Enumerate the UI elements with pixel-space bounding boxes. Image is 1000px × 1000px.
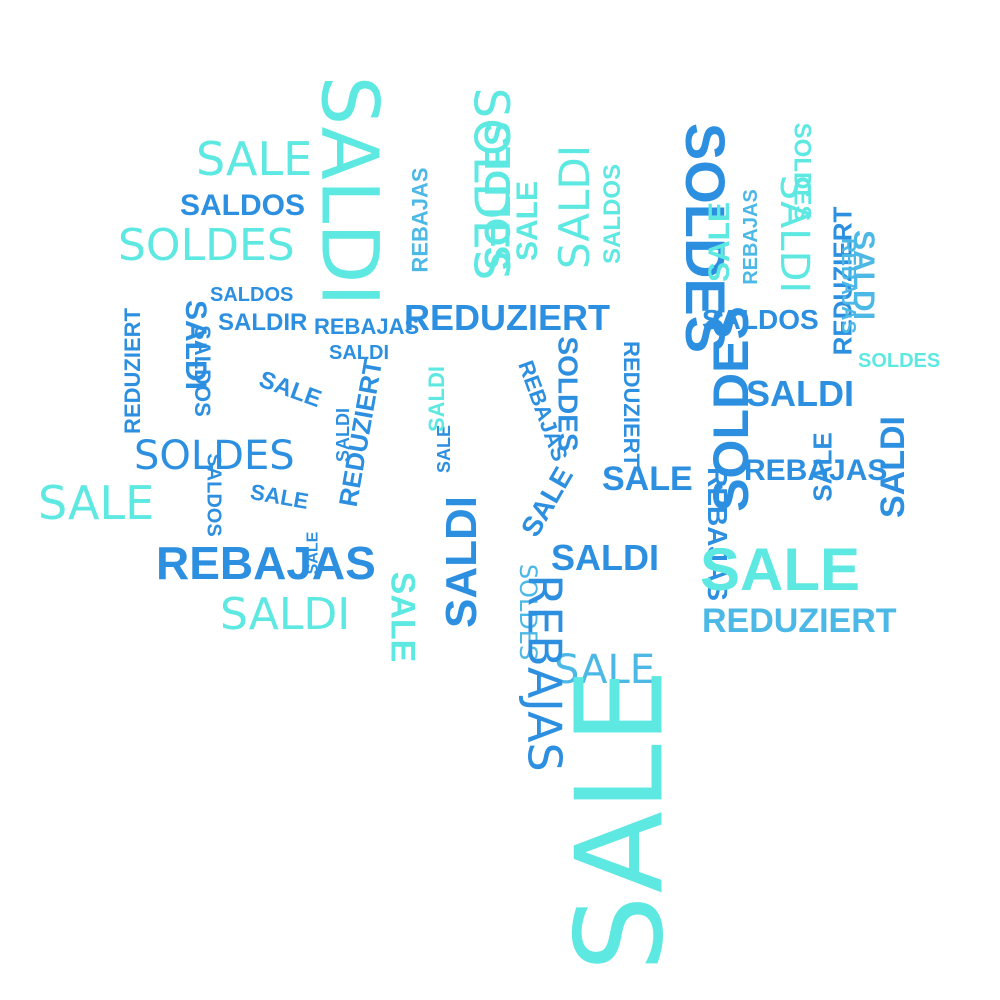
word-reduziert-left-vertical: REDUZIERT xyxy=(119,308,145,434)
word-soldes-left-mid: SOLDES xyxy=(134,433,295,479)
word-saldi-right-vertical: SALDI xyxy=(874,416,912,518)
word-saldi-tiny-center: SALDI xyxy=(424,366,449,432)
word-soldes-left: SOLDES xyxy=(118,220,295,271)
word-soldes-mid-vertical: SOLDES xyxy=(552,336,584,452)
word-rebajas-bottom-vertical: REBAJAS xyxy=(517,574,572,772)
word-sale-top-left: SALE xyxy=(196,132,313,186)
word-sale-mid-right: SALE xyxy=(602,460,693,498)
word-sale-left: SALE xyxy=(38,476,155,530)
word-sale-big-right: SALE xyxy=(700,536,861,603)
word-saldos-vertical-top: SALDOS xyxy=(599,163,627,265)
word-reduziert-center: REDUZIERT xyxy=(404,297,610,338)
word-saldi-tiny-vertical: SALDI xyxy=(333,408,353,462)
word-rebajas-mid: REBAJAS xyxy=(314,314,420,339)
word-rebajas-right: SALDI xyxy=(746,373,854,414)
word-saldi-vertical-top: SALDI xyxy=(550,144,600,270)
word-reduziert-small: SALDOS xyxy=(210,284,294,306)
word-saldi-vertical-center: SALDI xyxy=(437,496,486,628)
word-saldos-right: SALDOS xyxy=(702,304,819,335)
word-reduziert-mid-vertical: REDUZIERT xyxy=(618,341,644,467)
word-soldes-right-vertical: SALE xyxy=(807,432,838,502)
word-sale-tiny: SALE xyxy=(304,531,322,575)
word-soldes-top-right: SOLDES xyxy=(788,122,816,222)
word-rebajas-vertical-top: REBAJAS xyxy=(407,167,433,273)
word-saldi-left-small-vertical: SALDOS xyxy=(202,453,225,537)
word-sale-giant-vertical: SALE xyxy=(551,668,691,972)
word-saldi-center: SALDI xyxy=(551,537,659,578)
word-reduziert-bottom-right: REDUZIERT xyxy=(702,602,897,640)
word-saldi-right-mid: REBAJAS xyxy=(744,454,888,487)
word-saldos-top-left: SALDOS xyxy=(180,189,306,222)
word-saldos-left-vertical: SALDOS xyxy=(189,325,215,417)
word-saldir: SALDIR xyxy=(218,309,308,336)
word-sale-bottom-vertical: SALE xyxy=(383,571,422,663)
word-saldi-small-mid: SALDI xyxy=(329,342,389,364)
word-soldes-far-right: SOLDES xyxy=(858,350,941,372)
word-sale-tilted: SALE xyxy=(255,365,325,414)
word-sale-diag: SALE xyxy=(514,461,580,542)
word-sale-boxed: SALE xyxy=(554,647,656,693)
word-saldi-top-right: SALDI xyxy=(847,230,880,320)
word-sale-vertical-small: SALE xyxy=(511,180,545,262)
word-saldi-vertical-big: SALDI xyxy=(303,75,394,307)
word-rebajas-vertical-right: REBAJAS xyxy=(739,189,762,285)
word-sale-small-tilted: SALE xyxy=(248,479,311,514)
word-sale-tiny-vertical: SALE xyxy=(434,424,455,474)
word-rebajas-big: REBAJAS xyxy=(156,537,376,589)
word-saldi-light: SALDI xyxy=(220,589,351,640)
word-sale-vertical-right: SALE xyxy=(703,201,737,283)
